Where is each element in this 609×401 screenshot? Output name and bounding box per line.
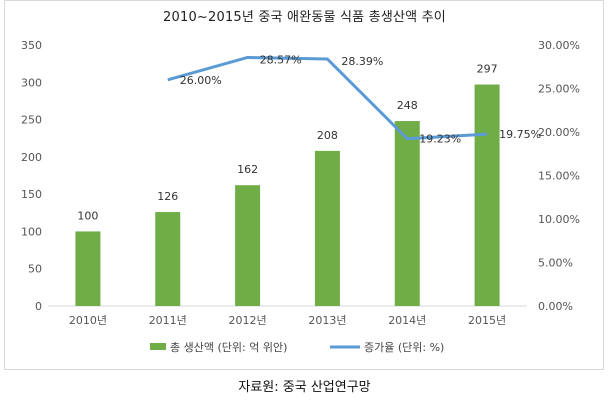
y-left-tick-label: 150 [21, 188, 42, 201]
y-right-tick-label: 10.00% [538, 213, 580, 226]
bar [394, 121, 420, 306]
y-left-tick-label: 250 [21, 114, 42, 127]
bar-data-label: 162 [237, 163, 258, 176]
y-right-tick-label: 0.00% [538, 300, 573, 313]
bar [474, 84, 500, 306]
y-left-tick-label: 0 [35, 300, 42, 313]
x-tick-label: 2012년 [229, 314, 267, 327]
bar [155, 212, 181, 306]
legend-bar-swatch [150, 343, 166, 350]
x-tick-label: 2010년 [69, 314, 107, 327]
bar-data-label: 297 [477, 63, 498, 76]
chart-area [4, 0, 604, 370]
line-data-label: 19.75% [499, 128, 541, 141]
y-right-tick-label: 25.00% [538, 83, 580, 96]
growth-rate-line [167, 55, 488, 141]
x-tick-label: 2011년 [149, 314, 187, 327]
y-left-tick-label: 300 [21, 76, 42, 89]
x-tick-label: 2015년 [468, 314, 506, 327]
y-left-tick-label: 50 [28, 263, 42, 276]
x-tick-label: 2013년 [308, 314, 346, 327]
y-left-tick-label: 200 [21, 151, 42, 164]
line-data-label: 26.00% [180, 74, 222, 87]
y-right-tick-label: 30.00% [538, 39, 580, 52]
bar-data-label: 126 [157, 190, 178, 203]
legend-line-label: 증가율 (단위: %) [364, 341, 444, 354]
bar-data-label: 100 [77, 209, 98, 222]
x-tick-label: 2014년 [388, 314, 426, 327]
bar [235, 185, 261, 306]
y-right-tick-label: 20.00% [538, 126, 580, 139]
y-left-tick-label: 350 [21, 39, 42, 52]
line-data-label: 28.57% [260, 53, 302, 66]
y-left-tick-label: 100 [21, 225, 42, 238]
y-right-tick-label: 15.00% [538, 170, 580, 183]
line-data-label: 19.23% [419, 133, 461, 146]
bar-data-label: 248 [397, 99, 418, 112]
source-note: 자료원: 중국 산업연구망 [238, 380, 371, 395]
line-data-label: 28.39% [341, 55, 383, 68]
legend-bar-label: 총 생산액 (단위: 억 위안) [170, 341, 287, 354]
bar [75, 231, 101, 306]
bar-data-label: 208 [317, 129, 338, 142]
bar [314, 150, 340, 306]
chart-title: 2010~2015년 중국 애완동물 식품 총생산액 추이 [163, 10, 446, 25]
y-right-tick-label: 5.00% [538, 257, 573, 270]
